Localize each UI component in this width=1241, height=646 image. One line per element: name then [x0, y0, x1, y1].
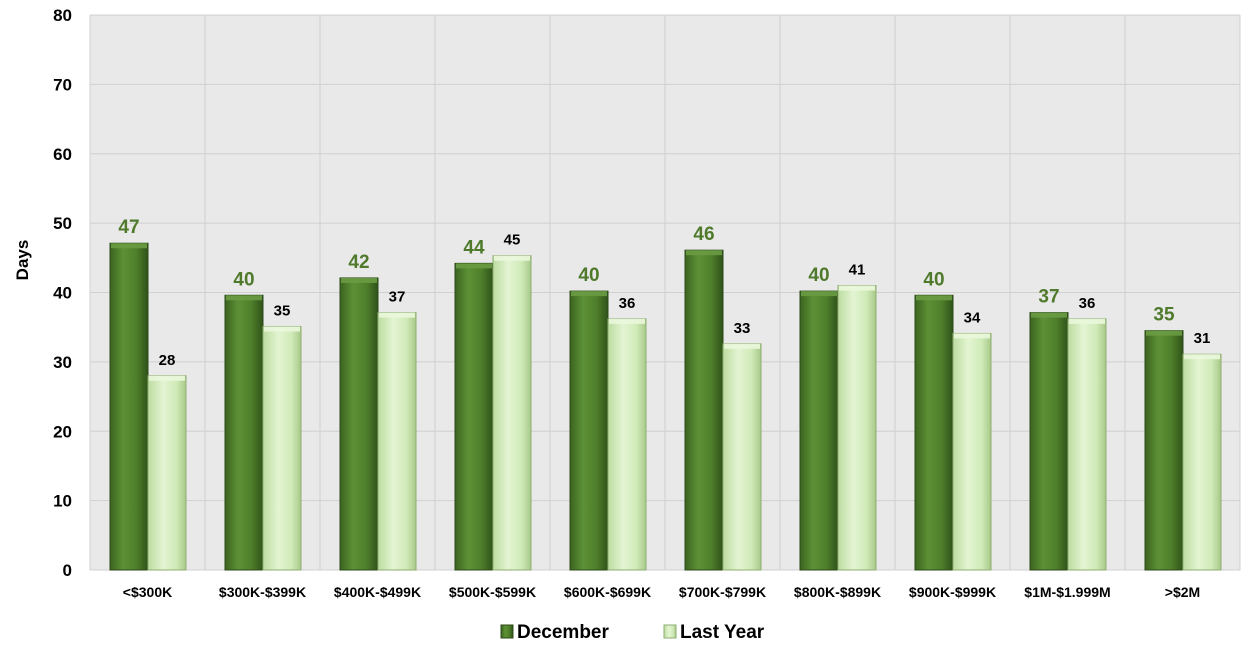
bar-december	[799, 290, 839, 571]
bar-top-bevel	[609, 318, 645, 324]
bar-top-bevel	[264, 326, 300, 332]
bar-top-bevel	[1184, 354, 1220, 360]
data-label-last-year: 36	[619, 295, 636, 312]
data-label-last-year: 37	[389, 289, 406, 306]
bar-last-year	[1182, 353, 1222, 571]
data-label-december: 40	[578, 265, 599, 286]
legend-label-december: December	[517, 622, 609, 643]
bar-last-year	[722, 343, 762, 571]
bar-last-year	[377, 312, 417, 571]
bar-top-bevel	[111, 243, 147, 249]
bar-december	[914, 294, 954, 571]
x-tick-label: <$300K	[123, 584, 172, 600]
data-label-december: 40	[233, 269, 254, 290]
bar-top-bevel	[226, 295, 262, 301]
y-tick-label: 0	[63, 561, 72, 580]
x-tick-label: $400K-$499K	[334, 584, 421, 600]
bar-top-bevel	[916, 295, 952, 301]
x-tick-label: $900K-$999K	[909, 584, 996, 600]
data-label-december: 35	[1153, 305, 1175, 326]
bar-last-year	[607, 318, 647, 571]
bar-last-year	[952, 332, 992, 571]
data-label-december: 40	[923, 269, 944, 290]
y-tick-label: 30	[53, 353, 72, 372]
bar-top-bevel	[149, 375, 185, 381]
bar-top-bevel	[341, 277, 377, 283]
bar-last-year	[1067, 318, 1107, 571]
y-axis-ticks: 0 10 20 30 40 50 60 70 80	[53, 6, 72, 580]
y-tick-label: 20	[53, 422, 72, 441]
bar-top-bevel	[379, 312, 415, 318]
bar-december	[684, 249, 724, 571]
data-label-last-year: 45	[504, 232, 521, 249]
data-label-last-year: 35	[274, 302, 291, 319]
x-tick-label: >$2M	[1165, 584, 1200, 600]
data-label-december: 40	[808, 265, 829, 286]
legend-swatch-december	[500, 624, 514, 639]
bar-top-bevel	[724, 343, 760, 349]
legend: December Last Year	[500, 622, 765, 643]
data-label-december: 44	[463, 237, 485, 258]
x-axis-ticks: <$300K $300K-$399K $400K-$499K $500K-$599K $…	[123, 584, 1200, 600]
data-label-december: 47	[118, 217, 139, 238]
data-label-last-year: 33	[734, 320, 751, 337]
bar-top-bevel	[571, 291, 607, 297]
y-tick-label: 10	[53, 492, 72, 511]
bars	[109, 242, 1222, 571]
data-label-last-year: 36	[1079, 295, 1096, 312]
y-tick-label: 50	[53, 214, 72, 233]
data-label-last-year: 31	[1194, 330, 1211, 347]
bar-december	[339, 277, 379, 571]
data-label-last-year: 34	[964, 309, 981, 326]
x-tick-label: $800K-$899K	[794, 584, 881, 600]
legend-swatch-last-year	[663, 624, 677, 639]
bar-december	[1029, 312, 1069, 571]
x-tick-label: $600K-$699K	[564, 584, 651, 600]
y-tick-label: 60	[53, 145, 72, 164]
bar-last-year	[837, 285, 877, 571]
bar-top-bevel	[954, 333, 990, 339]
y-axis-label: Days	[13, 240, 32, 281]
bar-top-bevel	[1146, 330, 1182, 336]
bar-top-bevel	[494, 255, 530, 261]
x-tick-label: $1M-$1.999M	[1024, 584, 1110, 600]
legend-label-last-year: Last Year	[680, 622, 765, 643]
bar-top-bevel	[839, 285, 875, 291]
bar-december	[109, 242, 149, 571]
data-label-december: 42	[348, 252, 369, 273]
bar-december	[1144, 330, 1184, 571]
bar-top-bevel	[801, 291, 837, 297]
data-label-december: 46	[693, 224, 714, 245]
bar-top-bevel	[686, 250, 722, 256]
bar-december	[454, 262, 494, 571]
y-tick-label: 80	[53, 6, 72, 25]
data-label-december: 37	[1038, 287, 1059, 308]
x-tick-label: $700K-$799K	[679, 584, 766, 600]
bar-top-bevel	[456, 263, 492, 269]
bar-top-bevel	[1031, 312, 1067, 318]
bar-last-year	[262, 325, 302, 571]
x-tick-label: $500K-$599K	[449, 584, 536, 600]
data-label-last-year: 28	[159, 352, 176, 369]
x-tick-label: $300K-$399K	[219, 584, 306, 600]
data-labels: 47 28 40 35 42 37 44 45 40 36 46 33 40 41 40 34 37 36 35 31	[118, 217, 1210, 369]
bar-december	[569, 290, 609, 571]
bar-last-year	[147, 375, 187, 571]
bar-last-year	[492, 255, 532, 571]
bar-december	[224, 294, 264, 571]
data-label-last-year: 41	[849, 262, 866, 279]
y-tick-label: 40	[53, 284, 72, 303]
bar-top-bevel	[1069, 318, 1105, 324]
y-tick-label: 70	[53, 75, 72, 94]
